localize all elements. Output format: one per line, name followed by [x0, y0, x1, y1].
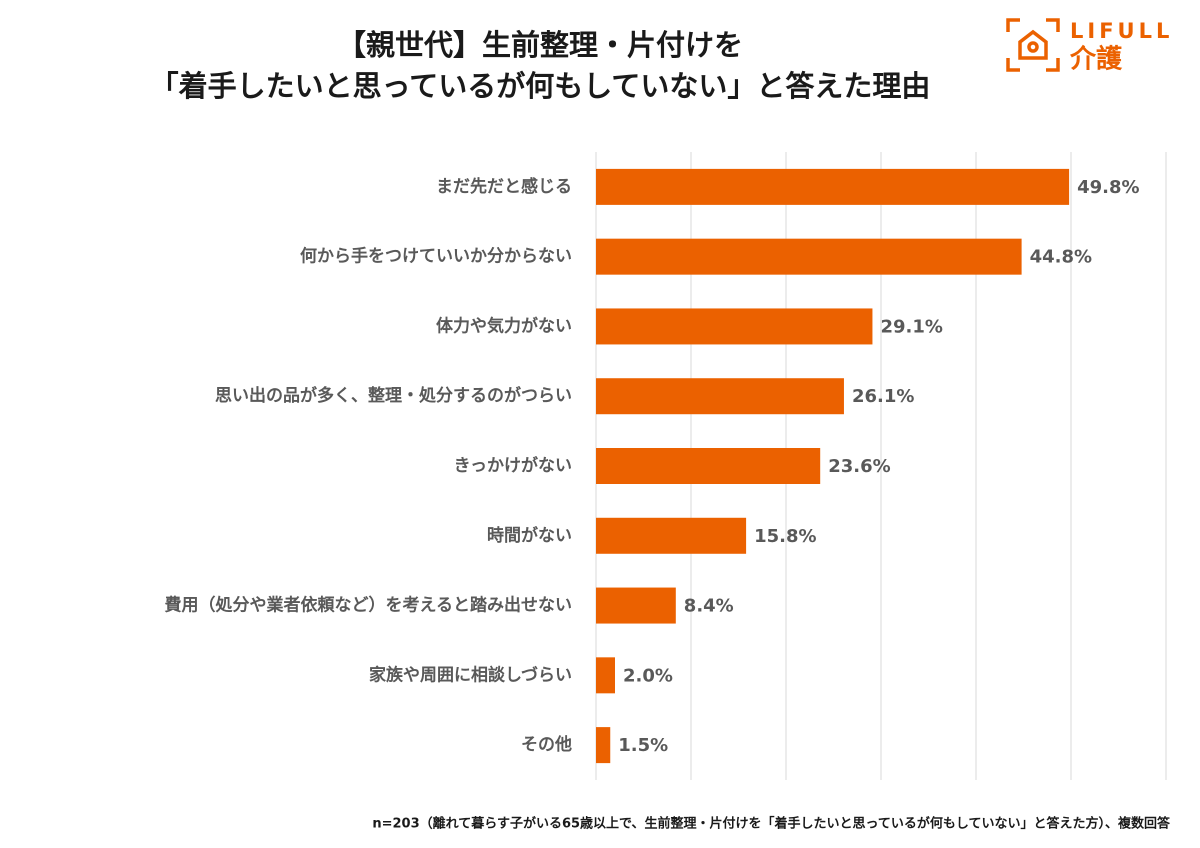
bar: [596, 308, 873, 345]
footnote: n=203（離れて暮らす子がいる65歳以上で、生前整理・片付けを「着手したいと思…: [372, 816, 1171, 832]
value-label: 8.4%: [684, 596, 734, 617]
category-label: 時間がない: [487, 525, 572, 546]
value-label: 23.6%: [828, 456, 890, 477]
value-label: 29.1%: [880, 316, 942, 337]
bar: [596, 378, 844, 415]
category-label: 体力や気力がない: [436, 315, 572, 336]
chart-title: 【親世代】生前整理・片付けを: [337, 28, 743, 62]
value-label: 1.5%: [618, 735, 668, 756]
category-label: その他: [521, 734, 572, 755]
value-label: 15.8%: [754, 526, 816, 547]
bar: [596, 657, 615, 694]
bar: [596, 587, 676, 624]
logo-service: 介護: [1069, 44, 1123, 75]
category-label: 何から手をつけていいか分からない: [300, 246, 572, 267]
category-label: まだ先だと感じる: [436, 176, 572, 197]
value-label: 26.1%: [852, 386, 914, 407]
logo-brand: LIFULL: [1070, 19, 1173, 43]
category-label: 費用（処分や業者依頼など）を考えると踏み出せない: [165, 595, 573, 616]
bar: [596, 448, 821, 484]
chart-title: 「着手したいと思っているが何もしていない」と答えた理由: [150, 69, 931, 103]
bar: [596, 168, 1070, 205]
bar: [596, 238, 1022, 275]
category-label: 家族や周囲に相談しづらい: [369, 664, 572, 685]
bar: [596, 727, 611, 764]
value-label: 49.8%: [1077, 177, 1139, 198]
value-label: 2.0%: [623, 665, 673, 686]
logo-icon: [1006, 18, 1060, 72]
category-label: きっかけがない: [454, 455, 572, 476]
value-label: 44.8%: [1030, 247, 1092, 268]
category-label: 思い出の品が多く、整理・処分するのがつらい: [215, 385, 572, 406]
bar: [596, 517, 747, 554]
